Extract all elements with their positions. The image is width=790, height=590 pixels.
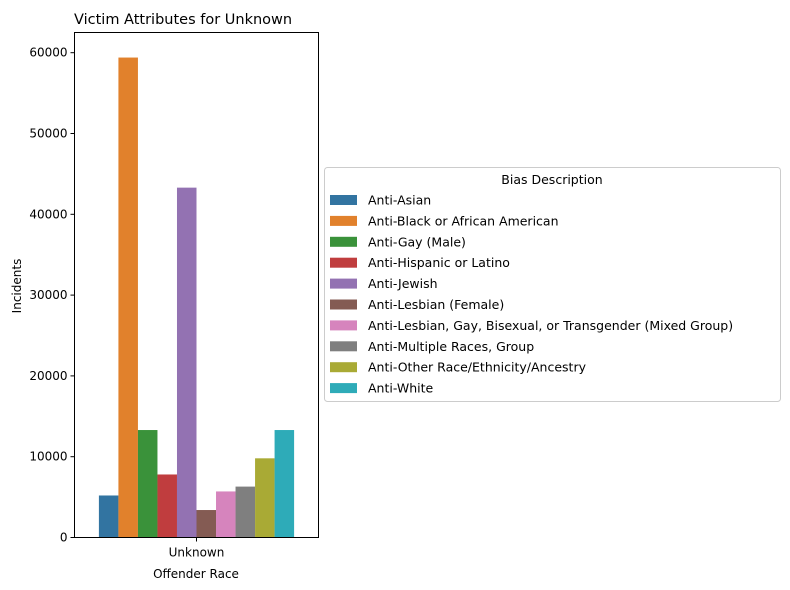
- x-tick-label: Unknown: [169, 546, 225, 560]
- bar: [235, 486, 256, 538]
- legend-swatch: [330, 383, 357, 394]
- legend-label: Anti-Asian: [368, 193, 431, 208]
- legend-swatch: [330, 215, 357, 226]
- legend-swatch: [330, 299, 357, 310]
- y-tick-label: 10000: [29, 450, 67, 464]
- bar: [274, 430, 295, 538]
- y-tick-label: 50000: [29, 127, 67, 141]
- legend-frame: [324, 167, 781, 402]
- legend-swatch: [330, 362, 357, 373]
- x-axis: Unknown: [169, 537, 225, 560]
- x-axis-title: Offender Race: [153, 567, 239, 581]
- y-tick-label: 30000: [29, 288, 67, 302]
- bar: [255, 458, 275, 538]
- legend-swatch: [330, 195, 357, 205]
- y-tick-label: 60000: [29, 46, 67, 60]
- legend-label: Anti-Hispanic or Latino: [368, 255, 510, 270]
- chart-title: Victim Attributes for Unknown: [74, 12, 292, 28]
- legend-label: Anti-Other Race/Ethnicity/Ancestry: [368, 360, 587, 375]
- legend-label: Anti-Multiple Races, Group: [368, 339, 534, 354]
- bar: [118, 57, 138, 538]
- bar: [176, 187, 197, 538]
- legend-label: Anti-Lesbian (Female): [368, 297, 504, 312]
- legend-swatch: [330, 257, 357, 268]
- legend-title: Bias Description: [501, 172, 602, 187]
- legend-label: Anti-Lesbian, Gay, Bisexual, or Transgen…: [368, 318, 733, 333]
- y-axis-title: Incidents: [10, 259, 24, 314]
- y-tick-label: 0: [60, 531, 68, 545]
- bar: [157, 474, 177, 538]
- y-tick-label: 20000: [29, 369, 67, 383]
- legend-swatch: [330, 278, 357, 289]
- y-axis: 0 10000 20000 30000 40000 50000 60000: [29, 46, 75, 545]
- legend-label: Anti-Jewish: [368, 276, 438, 291]
- legend-swatch: [330, 236, 357, 247]
- y-tick-label: 40000: [29, 207, 67, 221]
- legend: Bias Description Anti-Asian Anti-Black or…: [324, 167, 781, 402]
- bar: [98, 495, 119, 538]
- bar: [196, 510, 217, 538]
- legend-label: Anti-Gay (Male): [368, 234, 466, 249]
- legend-swatch: [330, 341, 357, 352]
- legend-items: Anti-Asian Anti-Black or African American…: [330, 193, 733, 396]
- legend-label: Anti-White: [368, 381, 434, 396]
- legend-swatch: [330, 320, 357, 331]
- legend-label: Anti-Black or African American: [368, 213, 559, 228]
- bars-group: [98, 57, 295, 538]
- bar: [137, 430, 158, 538]
- plot-frame: [74, 32, 319, 538]
- bar: [216, 491, 236, 538]
